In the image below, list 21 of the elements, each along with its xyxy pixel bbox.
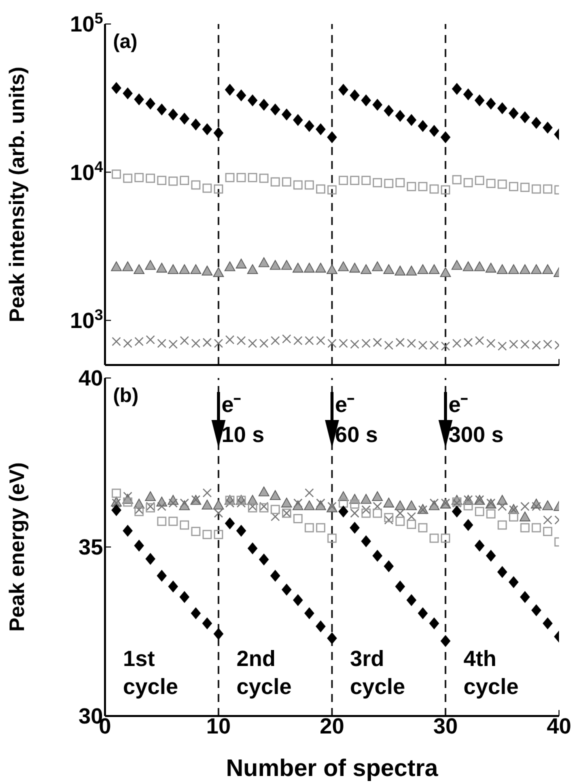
y-axis-title: Peak energy (eV) — [6, 462, 29, 632]
x-tick-label: 40 — [546, 714, 572, 739]
x-tick-label: 20 — [320, 714, 344, 739]
y-tick-label: 10$^{4}$ — [70, 158, 104, 185]
ref-line-label: e⁻ 10 s — [222, 392, 264, 447]
ref-line-label: e⁻ 60 s — [335, 392, 378, 447]
y-tick-label: 10$^{3}$ — [70, 306, 103, 334]
annotation: 3rd cycle — [350, 646, 406, 699]
y-axis-title: Peak intensity (arb. units) — [6, 66, 29, 322]
annotation: (b) — [113, 385, 139, 407]
annotation: (a) — [113, 31, 138, 53]
annotation: 2nd cycle — [236, 646, 292, 699]
y-tick-label: 40 — [78, 366, 103, 391]
ref-line-label: e⁻ 300 s — [448, 392, 504, 447]
annotation: 4th cycle — [464, 646, 519, 699]
y-tick-label: 10$^{5}$ — [70, 10, 104, 37]
annotation: 1st cycle — [123, 646, 178, 699]
y-tick-label: 35 — [78, 534, 103, 560]
x-tick-label: 10 — [206, 714, 231, 739]
x-axis-title: Number of spectra — [226, 755, 439, 782]
x-tick-label: 30 — [433, 714, 458, 739]
